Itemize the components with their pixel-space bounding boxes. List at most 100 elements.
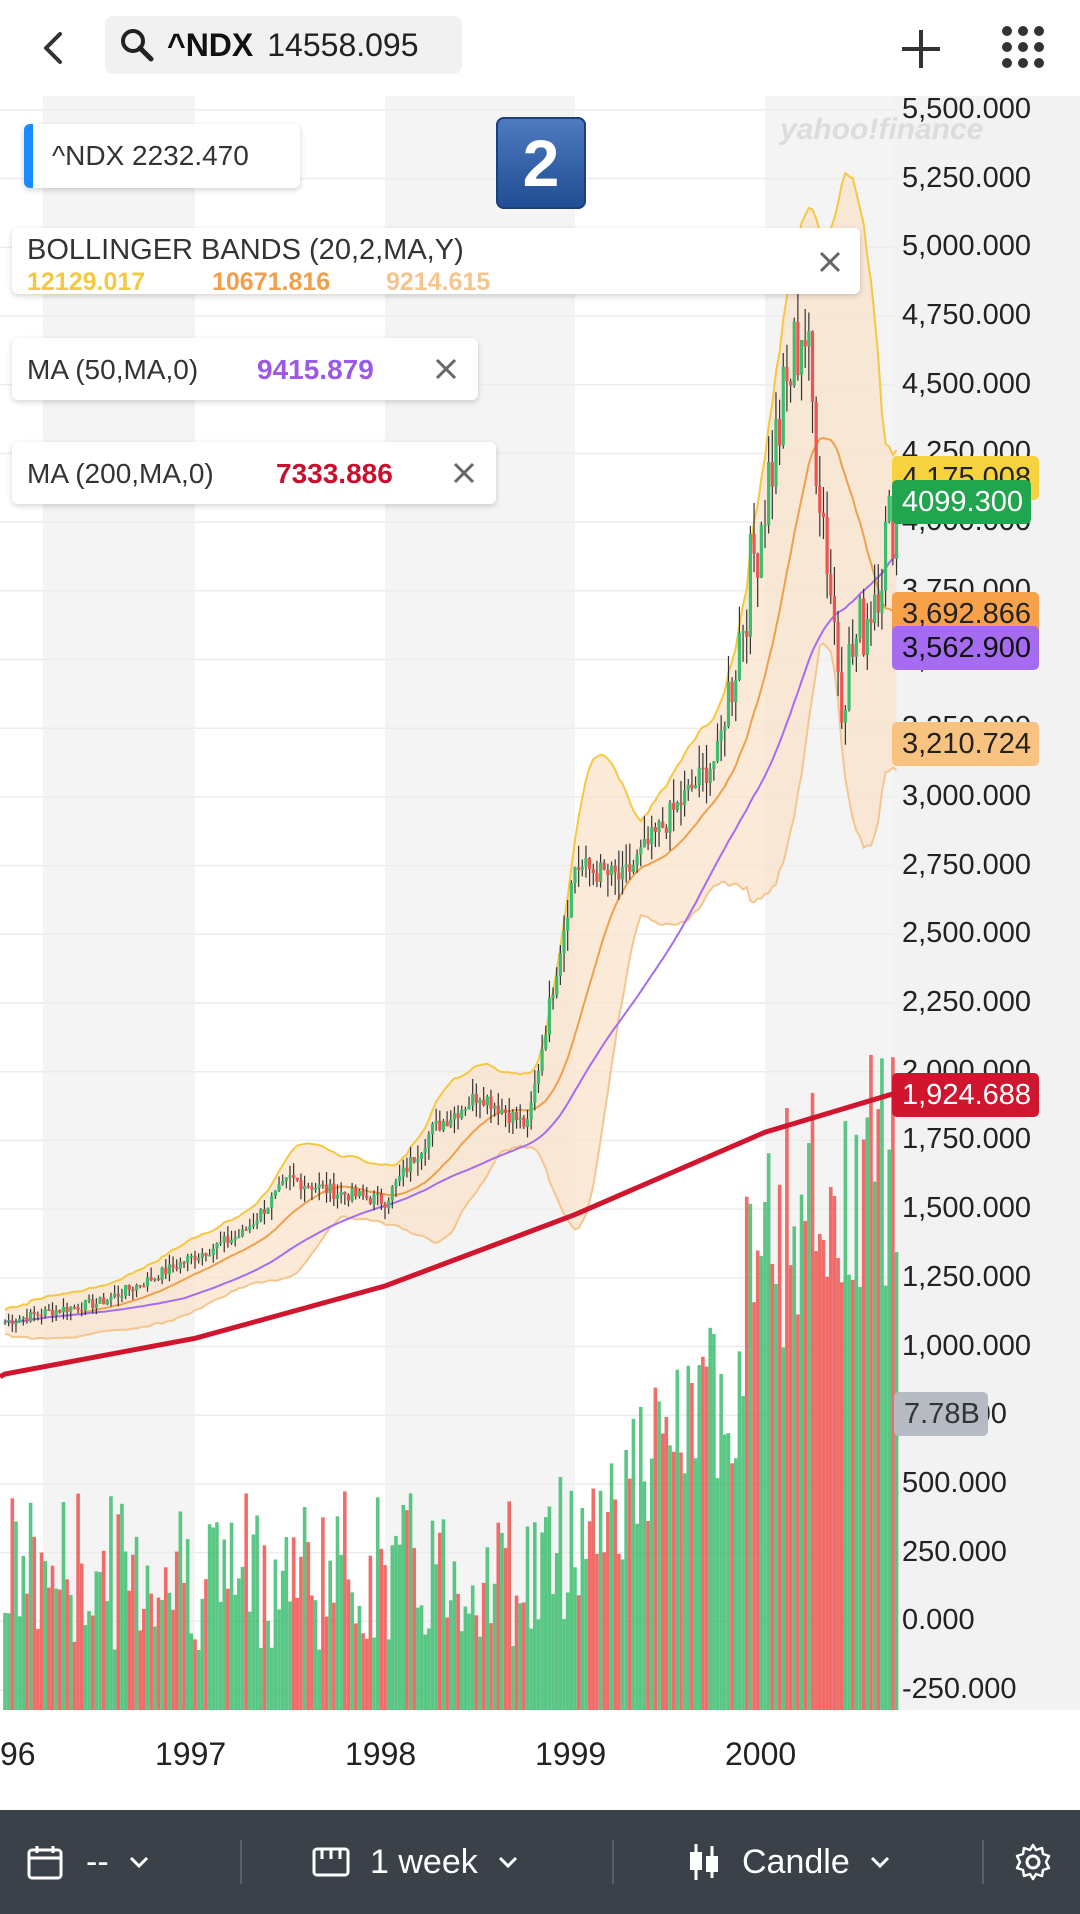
candle-body [346,1194,351,1201]
volume-bar [317,1649,322,1710]
candle-body [14,1321,18,1325]
date-range-selector[interactable]: -- [26,1810,151,1914]
volume-bar [894,1252,899,1710]
candle-body [752,534,756,554]
candle-body [558,953,562,976]
volume-bar [339,1554,343,1710]
volume-bar [481,1582,486,1710]
candle-body [324,1184,329,1193]
candle-body [544,1035,548,1050]
candle-body [441,1121,446,1131]
volume-bar [781,1347,786,1710]
candle-body [127,1285,131,1290]
volume-bar [675,1369,680,1710]
candle-body [200,1253,204,1258]
volume-bar [255,1515,259,1710]
volume-bar [328,1560,332,1710]
chart-type-selector[interactable]: Candle [686,1810,892,1914]
ma50-legend[interactable]: MA (50,MA,0) 9415.879 [12,338,478,400]
candle-body [354,1187,358,1197]
candle-body [580,866,584,870]
candle-body [186,1256,190,1263]
candle-body [569,883,573,918]
candle-body [788,381,793,386]
candle-body [32,1311,36,1315]
remove-ma200-close-icon[interactable] [450,459,478,487]
x-tick-label: 1999 [535,1736,607,1772]
candle-body [763,524,767,527]
volume-bar [6,1613,11,1710]
volume-bar [730,1463,734,1710]
candle-body [430,1123,435,1135]
candle-body [493,1105,497,1109]
apps-grid-icon[interactable] [1000,24,1046,70]
volume-bar [361,1633,365,1710]
volume-bar [653,1387,658,1710]
volume-bar [32,1536,37,1710]
volume-bar [163,1567,168,1710]
candle-body [836,621,840,673]
candle-body [854,638,858,657]
volume-bar [394,1535,398,1710]
candle-body [412,1157,416,1163]
volume-bar [657,1401,661,1710]
candle-body [639,847,643,855]
ma200-value: 7333.886 [276,458,393,489]
volume-bar [226,1588,230,1710]
volume-bar [116,1514,121,1710]
bollinger-bands-legend[interactable]: BOLLINGER BANDS (20,2,MA,Y) 12129.017 10… [12,228,860,296]
volume-bar [613,1499,617,1710]
volume-bar [423,1634,427,1710]
candle-body [704,767,709,783]
candle-body [419,1152,424,1160]
interval-selector[interactable]: 1 week [312,1810,520,1914]
candle-body [273,1190,277,1197]
candle-body [595,872,599,882]
symbol-color-bar [24,124,33,188]
candle-body [606,869,610,876]
volume-bar [189,1633,194,1710]
back-arrow-icon[interactable] [30,24,78,72]
ma200-legend[interactable]: MA (200,MA,0) 7333.886 [12,442,496,504]
candle-body [865,619,869,656]
volume-bar [883,1285,888,1710]
volume-bar [649,1458,654,1710]
gear-icon[interactable] [1014,1843,1052,1881]
candle-body [284,1177,288,1181]
volume-bar [818,1233,822,1710]
add-icon[interactable] [898,26,944,72]
volume-bar [701,1356,705,1710]
candle-body [818,485,822,513]
y-tick-label: 1,250.000 [902,1260,1032,1293]
volume-bar [218,1601,223,1710]
volume-bar [65,1579,69,1710]
volume-bar [876,1109,881,1710]
volume-bar [573,1567,577,1710]
candle-body [43,1309,47,1316]
price-chart[interactable] [0,96,1080,1710]
candle-body [218,1242,223,1244]
remove-ma50-close-icon[interactable] [432,355,460,383]
volume-bar [145,1565,150,1710]
volume-bar [310,1595,314,1710]
volume-bar [569,1490,574,1710]
bollinger-middle-line [4,436,897,1324]
bollinger-middle-value: 10671.816 [212,268,331,296]
volume-bar [408,1493,413,1710]
candle-body [113,1293,117,1297]
candle-body [646,838,650,845]
volume-bar [671,1451,676,1710]
volume-bar [251,1534,256,1710]
volume-bar [679,1452,683,1710]
remove-bollinger-close-icon[interactable] [816,248,844,276]
volume-bar [668,1445,672,1710]
candle-body [3,1321,7,1324]
volume-bar [880,1058,884,1710]
y-tick-label: 0.000 [902,1604,975,1637]
candle-body [259,1209,263,1221]
x-tick-label: 1998 [345,1736,417,1772]
volume-bar [617,1553,621,1710]
candle-body [229,1239,234,1243]
symbol-search-box[interactable]: ^NDX 14558.095 [105,16,462,74]
candle-body [368,1198,372,1204]
